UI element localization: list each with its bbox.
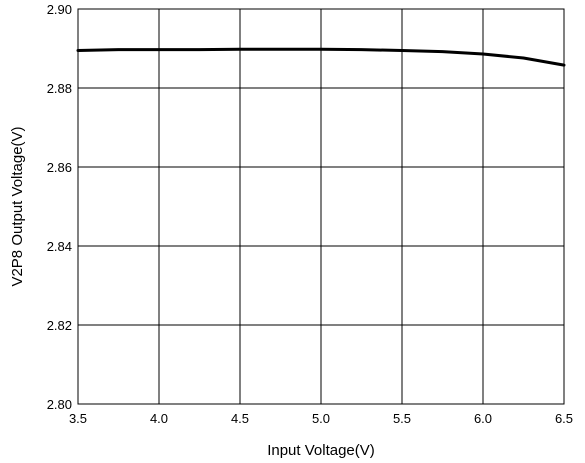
x-tick-label: 6.0: [474, 411, 492, 426]
x-tick-label: 4.0: [150, 411, 168, 426]
y-tick-label: 2.88: [47, 81, 72, 96]
x-tick-label: 5.0: [312, 411, 330, 426]
y-tick-label: 2.80: [47, 397, 72, 412]
plot-area-frame: [77, 8, 565, 405]
series-line: [76, 47, 566, 67]
x-tick-labels: 3.5 4.0 4.5 5.0 5.5 6.0 6.5: [69, 411, 573, 426]
x-tick-label: 6.5: [555, 411, 573, 426]
x-tick-label: 3.5: [69, 411, 87, 426]
y-tick-label: 2.84: [47, 239, 72, 254]
y-tick-labels: 2.80 2.82 2.84 2.86 2.88 2.90: [47, 2, 72, 412]
y-axis-label: V2P8 Output Voltage(V): [9, 126, 26, 286]
x-tick-label: 5.5: [393, 411, 411, 426]
x-axis-label: Input Voltage(V): [267, 442, 375, 459]
y-tick-label: 2.82: [47, 318, 72, 333]
x-tick-label: 4.5: [231, 411, 249, 426]
series-group: [76, 47, 566, 67]
grid-lines: [77, 8, 565, 405]
y-tick-label: 2.90: [47, 2, 72, 17]
y-tick-label: 2.86: [47, 160, 72, 175]
